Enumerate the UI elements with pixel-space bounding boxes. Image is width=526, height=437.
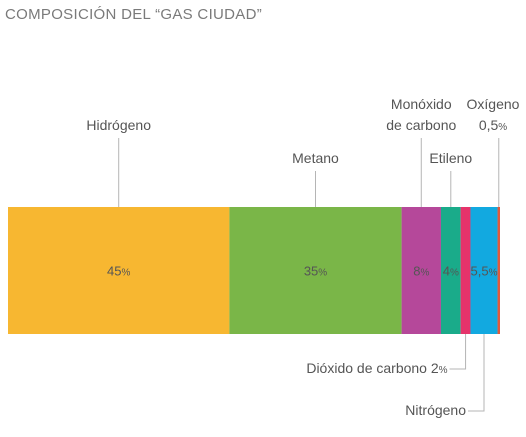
segment-name-monoxido-de-carbono: Monóxido: [391, 96, 452, 112]
value-label-hidrogeno: 45%: [107, 264, 130, 279]
segment-name-etileno: Etileno: [429, 150, 472, 166]
value-label-nitrogeno: 5,5%: [471, 264, 498, 279]
segment-name-hidrogeno: Hidrógeno: [86, 117, 151, 133]
bar-segment-hidrogeno: [8, 207, 230, 334]
value-label-monoxido-de-carbono: 8%: [413, 264, 429, 279]
segment-name-oxigeno: Oxígeno: [467, 96, 520, 112]
value-label-metano: 35%: [304, 264, 327, 279]
leader-line-dioxido-de-carbono: [449, 334, 467, 370]
leader-line-nitrogeno: [468, 334, 485, 412]
segment-label-dioxido-de-carbono: Dióxido de carbono 2%: [306, 360, 447, 376]
bar-segment-monoxido-de-carbono: [401, 207, 441, 334]
bar-segment-nitrogeno: [470, 207, 498, 334]
segment-name-monoxido-de-carbono: de carbono: [386, 117, 456, 133]
bar-segment-dioxido-de-carbono: [460, 207, 471, 334]
segment-name-metano: Metano: [292, 150, 339, 166]
segment-label-nitrogeno: Nitrógeno: [405, 402, 466, 418]
chart-title: COMPOSICIÓN DEL “GAS CIUDAD”: [5, 6, 263, 23]
bar-segment-etileno: [440, 207, 461, 334]
bar-segment-metano: [229, 207, 402, 334]
segment-value-oxigeno: 0,5%: [479, 117, 507, 133]
value-label-etileno: 4%: [443, 264, 459, 279]
bar-segment-oxigeno: [497, 207, 500, 334]
